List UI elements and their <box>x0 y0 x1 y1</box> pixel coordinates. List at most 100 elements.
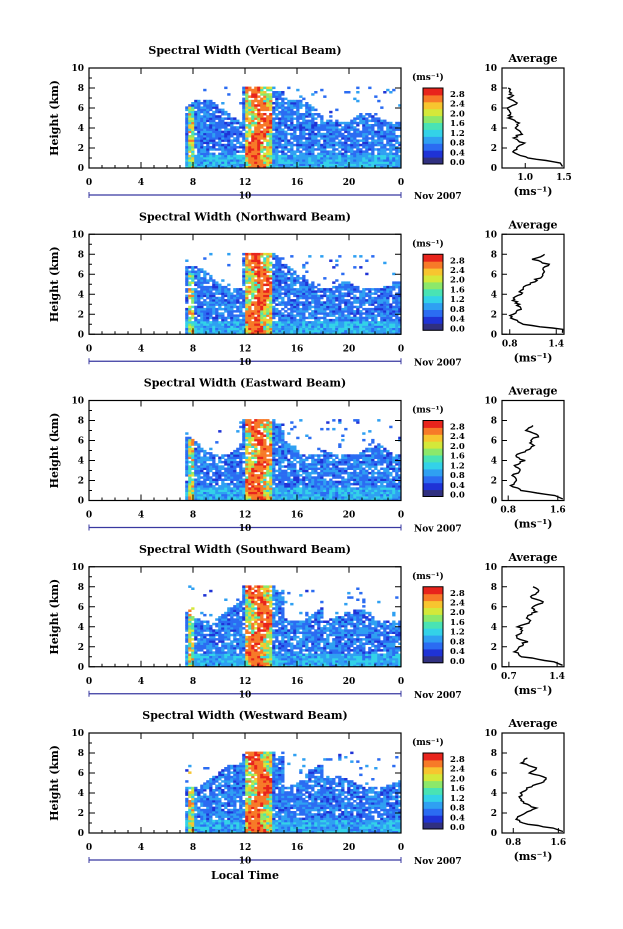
heatmap-cell <box>380 491 384 495</box>
heatmap-cell <box>395 150 399 153</box>
heatmap-cell <box>329 307 333 311</box>
heatmap-cell <box>242 159 246 162</box>
heatmap-cell <box>317 332 321 335</box>
heatmap-cell <box>185 143 189 147</box>
heatmap-cell <box>332 143 336 147</box>
heatmap-cell <box>221 314 225 317</box>
heatmap-cell <box>320 498 324 501</box>
heatmap-cell <box>398 491 402 495</box>
heatmap-cell <box>251 277 255 280</box>
heatmap-cell <box>326 312 330 315</box>
heatmap-cell <box>245 305 249 309</box>
heatmap-cell <box>227 485 231 488</box>
heatmap-cell <box>194 290 198 293</box>
heatmap-cell <box>248 152 252 156</box>
y-tick-label: 2 <box>78 144 84 154</box>
heatmap-cell <box>293 303 297 306</box>
heatmap-cell <box>239 493 243 497</box>
heatmap-cell <box>374 148 378 151</box>
heatmap-cell <box>344 458 348 462</box>
heatmap-cell <box>326 121 330 125</box>
heatmap-cell <box>278 493 282 497</box>
heatmap-cell <box>185 485 189 488</box>
heatmap-cell <box>209 316 213 320</box>
heatmap-cell <box>284 314 288 317</box>
heatmap-cell <box>293 478 297 481</box>
heatmap-cell <box>284 285 288 289</box>
heatmap-cell <box>398 294 402 298</box>
heatmap-cell <box>284 465 288 468</box>
heatmap-cell <box>338 150 342 153</box>
heatmap-cell <box>218 460 222 464</box>
heatmap-cell <box>188 163 192 167</box>
heatmap-cell <box>320 476 324 479</box>
heatmap-cell <box>239 102 243 105</box>
heatmap-cell <box>296 482 300 486</box>
heatmap-cell <box>191 124 195 127</box>
heatmap-cell <box>197 119 201 123</box>
heatmap-cell <box>317 458 321 462</box>
heatmap-cell <box>245 493 249 497</box>
heatmap-cell <box>374 489 378 492</box>
heatmap-cell <box>263 314 267 317</box>
heatmap-cell <box>197 143 201 147</box>
heatmap-cell <box>287 165 291 169</box>
heatmap-cell <box>305 307 309 311</box>
heatmap-cell <box>386 135 390 138</box>
heatmap-cell <box>335 165 339 169</box>
heatmap-cell <box>230 329 234 333</box>
heatmap-cell <box>278 285 282 289</box>
heatmap-cell <box>302 148 306 151</box>
heatmap-cell <box>326 463 330 466</box>
heatmap-cell <box>368 460 372 464</box>
heatmap-cell <box>239 463 243 466</box>
heatmap-cell <box>245 152 249 156</box>
heatmap-cell <box>212 332 216 335</box>
heatmap-cell <box>314 299 318 302</box>
heatmap-cell <box>209 312 213 315</box>
heatmap-cell <box>230 121 234 125</box>
heatmap-cell <box>350 146 354 149</box>
heatmap-cell <box>308 128 312 131</box>
heatmap-cell <box>374 299 378 302</box>
heatmap-cell <box>257 268 261 271</box>
heatmap-cell <box>314 161 318 164</box>
heatmap-cell <box>377 478 381 481</box>
heatmap-cell <box>323 314 327 317</box>
heatmap-cell <box>383 154 387 158</box>
heatmap-cell <box>296 161 300 164</box>
heatmap-cell <box>209 310 213 313</box>
heatmap-cell <box>365 463 369 466</box>
heatmap-cell <box>329 329 333 333</box>
heatmap-cell <box>359 487 363 490</box>
heatmap-cell <box>188 491 192 495</box>
heatmap-cell <box>284 157 288 160</box>
heatmap-cell <box>221 163 225 167</box>
heatmap-cell <box>266 266 270 269</box>
heatmap-cell <box>362 165 366 169</box>
heatmap-cell <box>227 252 231 256</box>
heatmap-cell <box>185 137 189 140</box>
heatmap-cell <box>281 117 285 120</box>
heatmap-cell <box>386 163 390 167</box>
heatmap-cell <box>296 460 300 464</box>
heatmap-cell <box>257 474 261 477</box>
heatmap-cell <box>314 325 318 328</box>
heatmap-cell <box>257 146 261 149</box>
heatmap-cell <box>299 314 303 317</box>
heatmap-cell <box>197 476 201 479</box>
heatmap-cell <box>356 130 360 134</box>
heatmap-cell <box>332 305 336 309</box>
heatmap-cell <box>230 487 234 490</box>
heatmap-cell <box>278 482 282 486</box>
heatmap-cell <box>281 482 285 486</box>
heatmap-cell <box>209 159 213 162</box>
heatmap-cell <box>323 312 327 315</box>
heatmap-cell <box>374 296 378 300</box>
heatmap-cell <box>209 106 213 109</box>
heatmap-cell <box>209 146 213 149</box>
heatmap-cell <box>221 493 225 497</box>
y-tick-label: 8 <box>78 84 84 94</box>
heatmap-cell <box>275 165 279 169</box>
heatmap-cell <box>386 137 390 140</box>
